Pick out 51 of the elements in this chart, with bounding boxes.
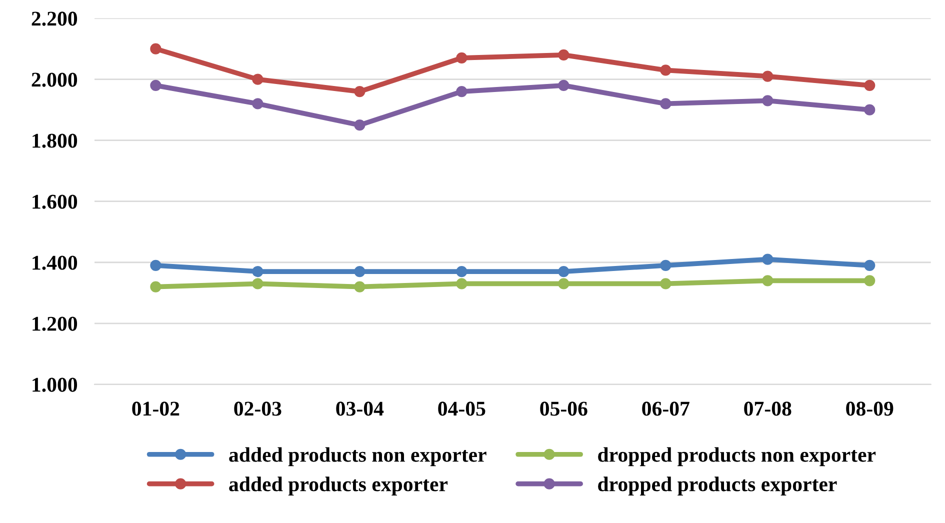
point: [864, 104, 876, 116]
x-tick-label: 08-09: [846, 402, 894, 416]
y-tick-label: 1.200: [32, 316, 78, 331]
point: [762, 95, 774, 106]
point: [252, 98, 264, 110]
y-tick-label: 1.600: [32, 194, 78, 209]
point: [558, 49, 570, 60]
point: [150, 80, 162, 91]
point: [456, 86, 468, 98]
point: [864, 260, 876, 271]
point: [150, 43, 162, 54]
point: [252, 74, 264, 85]
x-tick-label: 06-07: [642, 402, 690, 416]
legend-label: added products non exporter: [229, 447, 486, 466]
legend-label: dropped products non exporter: [598, 447, 876, 466]
point: [762, 275, 774, 286]
point: [354, 120, 366, 131]
point: [354, 281, 366, 292]
y-tick-label: 2.000: [32, 72, 78, 87]
point: [150, 260, 162, 271]
point: [456, 266, 468, 278]
point: [558, 266, 570, 278]
y-tick-label: 2.200: [32, 12, 78, 26]
point: [660, 98, 672, 110]
y-tick-label: 1.400: [32, 256, 78, 270]
point: [456, 52, 468, 64]
point: [252, 278, 264, 290]
x-tick-label: 01-02: [132, 402, 180, 416]
x-tick-label: 03-04: [336, 402, 384, 416]
point: [660, 260, 672, 271]
x-tick-label: 05-06: [540, 402, 588, 416]
point: [456, 278, 468, 290]
point: [660, 278, 672, 290]
point: [354, 86, 366, 98]
y-tick-label: 1.800: [32, 134, 78, 148]
x-tick-label: 07-08: [744, 402, 792, 416]
x-tick-label: 04-05: [438, 402, 486, 416]
y-tick-label: 1.000: [32, 378, 78, 392]
point: [558, 80, 570, 91]
x-tick-label: 02-03: [234, 402, 282, 416]
point: [864, 275, 876, 286]
point: [864, 80, 876, 91]
point: [660, 64, 672, 76]
legend-label: added products exporter: [229, 476, 448, 496]
legend-label: dropped products exporter: [598, 476, 837, 496]
point: [762, 254, 774, 265]
point: [150, 281, 162, 292]
point: [354, 266, 366, 278]
point: [762, 70, 774, 82]
point: [558, 278, 570, 290]
point: [252, 266, 264, 278]
